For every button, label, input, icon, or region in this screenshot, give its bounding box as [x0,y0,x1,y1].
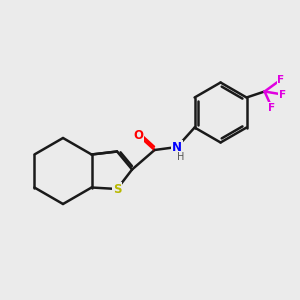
Text: N: N [172,140,182,154]
Text: S: S [113,182,121,196]
Text: H: H [177,152,184,162]
Text: O: O [133,128,143,142]
Text: F: F [268,103,276,113]
Text: F: F [279,89,286,100]
Text: F: F [278,74,285,85]
